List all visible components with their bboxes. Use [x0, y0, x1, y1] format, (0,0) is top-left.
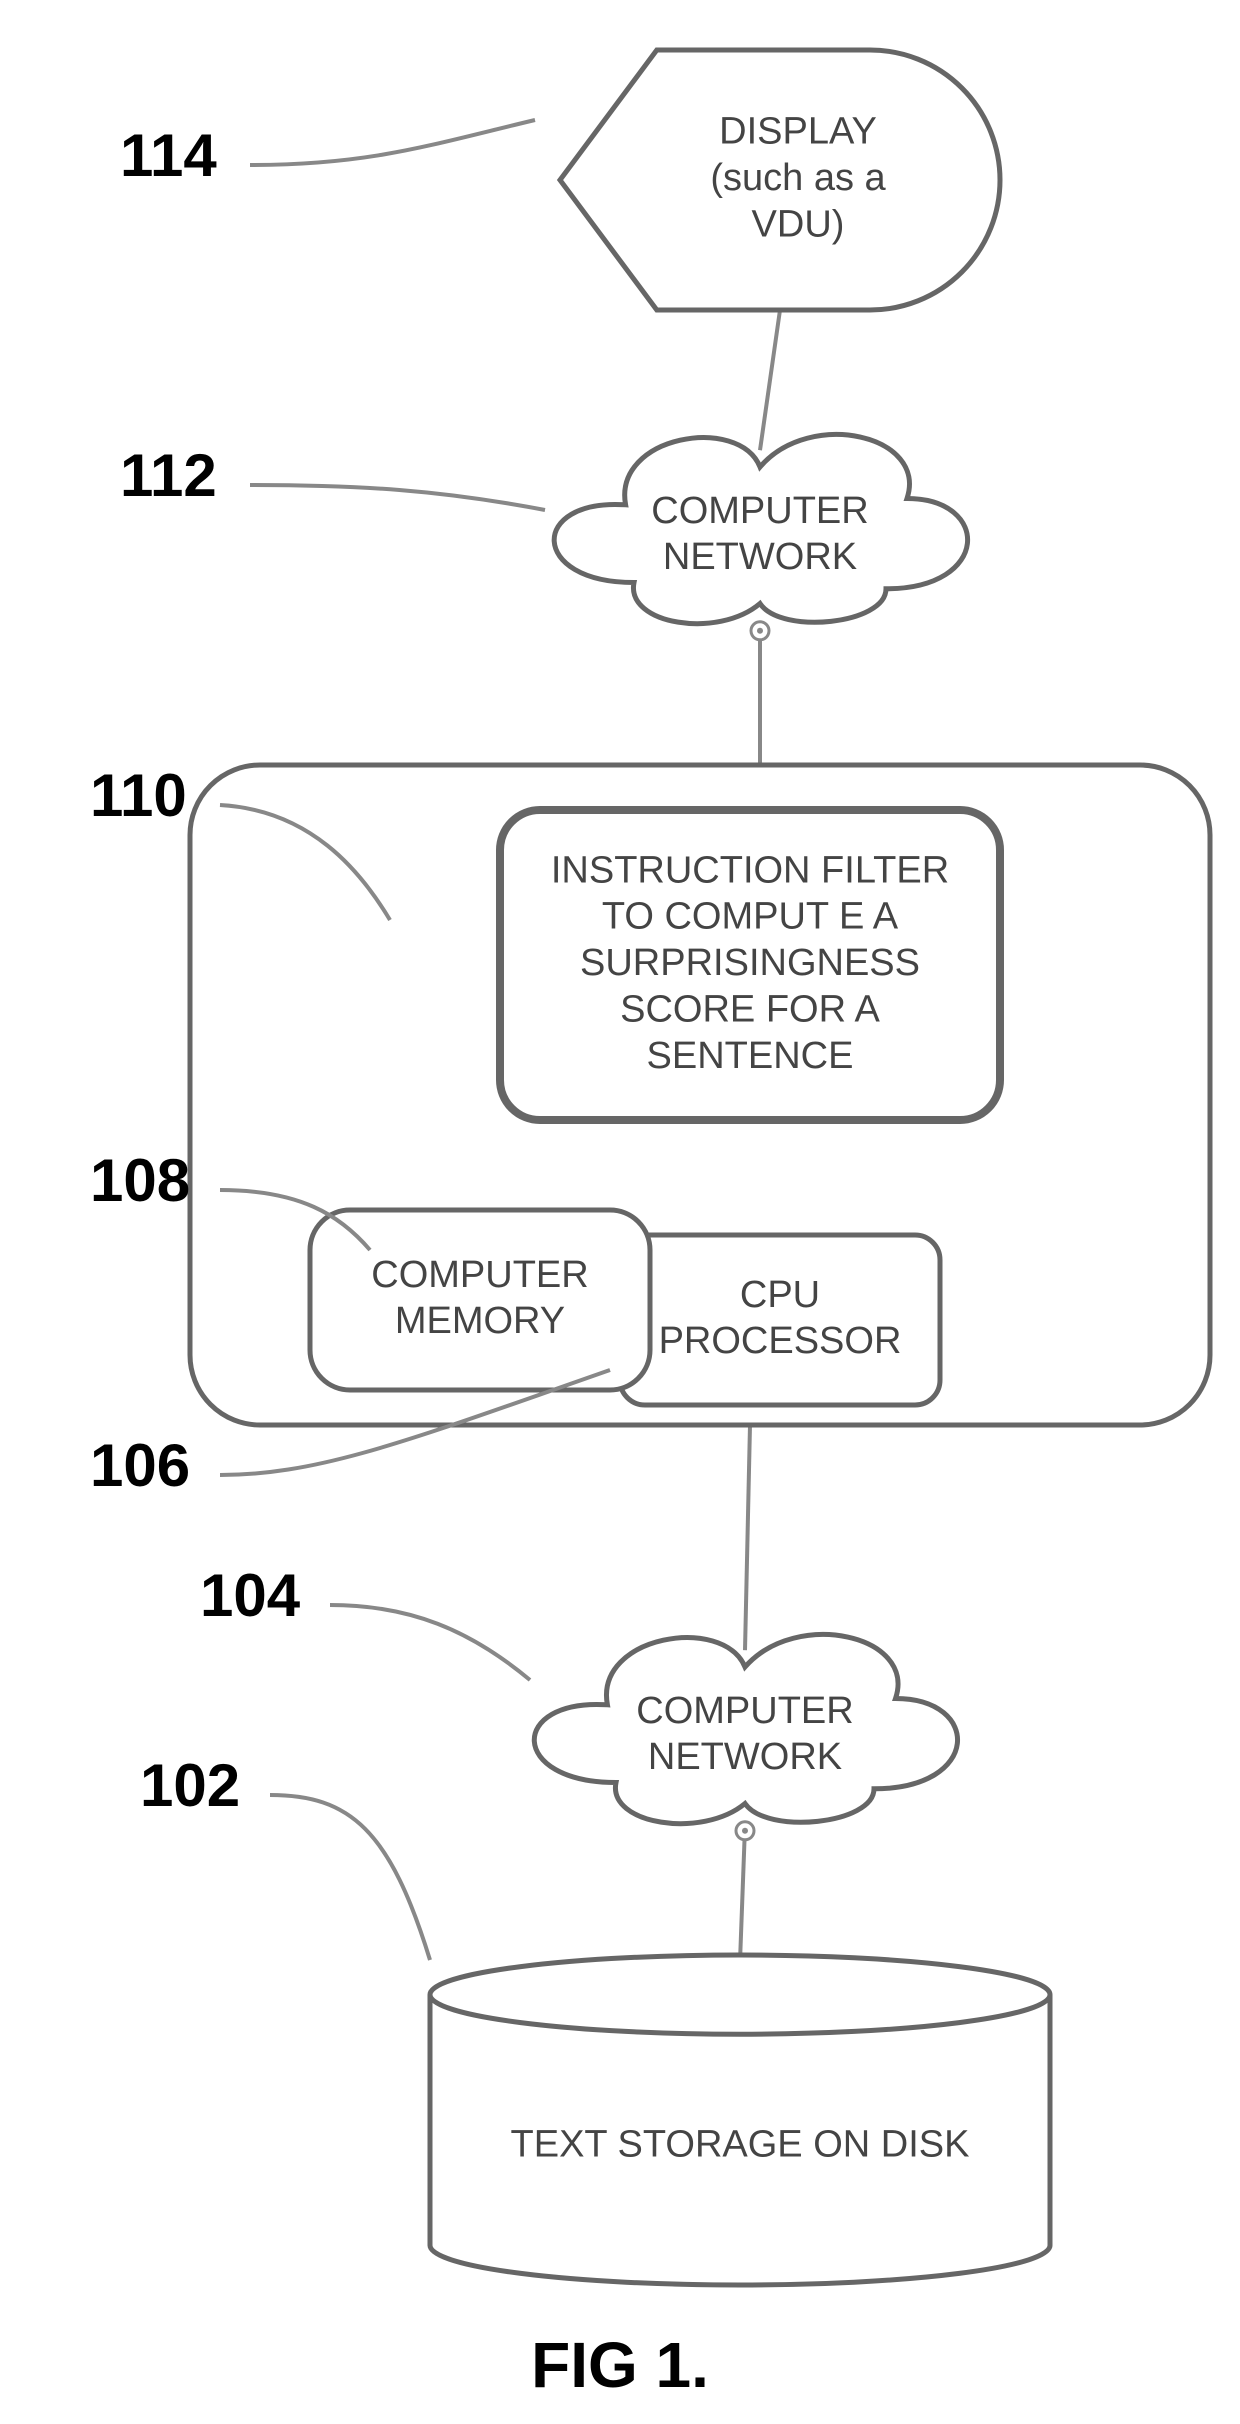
ref-106: 106 [90, 1432, 190, 1499]
connector [760, 310, 780, 450]
memory-text-line-1: MEMORY [395, 1300, 565, 1342]
disk-text-line-0: TEXT STORAGE ON DISK [511, 2123, 970, 2165]
cpu-text-line-1: PROCESSOR [659, 1320, 902, 1362]
filter-text-line-3: SCORE FOR A [620, 988, 880, 1030]
filter-text-line-2: SURPRISINGNESS [580, 942, 920, 984]
network-bottom-text-line-0: COMPUTER [636, 1690, 853, 1732]
lead-114 [250, 120, 535, 165]
filter-text-line-0: INSTRUCTION FILTER [551, 849, 949, 891]
disk-node-top [430, 1955, 1050, 2034]
filter-text-line-1: TO COMPUT E A [602, 896, 899, 938]
network-top-text-line-1: NETWORK [663, 536, 857, 578]
memory-text-line-0: COMPUTER [371, 1254, 588, 1296]
display-text-line-1: (such as a [710, 157, 886, 199]
connector [745, 1425, 750, 1650]
lead-112 [250, 485, 545, 510]
figure-caption: FIG 1. [531, 2329, 709, 2401]
connector-ornament-dot [742, 1828, 748, 1834]
ref-102: 102 [140, 1752, 240, 1819]
connector-ornament-dot [757, 628, 763, 634]
figure-1-diagram: DISPLAY(such as aVDU)COMPUTERNETWORKCPUP… [0, 0, 1240, 2424]
ref-110: 110 [90, 762, 187, 829]
ref-108: 108 [90, 1147, 190, 1214]
display-text-line-0: DISPLAY [719, 111, 877, 153]
cpu-text-line-0: CPU [740, 1274, 820, 1316]
network-top-text-line-0: COMPUTER [651, 490, 868, 532]
lead-102 [270, 1795, 430, 1960]
ref-104: 104 [200, 1562, 301, 1629]
network-bottom-text-line-1: NETWORK [648, 1736, 842, 1778]
ref-114: 114 [120, 122, 217, 189]
ref-112: 112 [120, 442, 217, 509]
connector [740, 1827, 745, 1962]
display-text-line-2: VDU) [752, 203, 845, 245]
filter-text-line-4: SENTENCE [647, 1035, 854, 1077]
lead-104 [330, 1605, 530, 1680]
